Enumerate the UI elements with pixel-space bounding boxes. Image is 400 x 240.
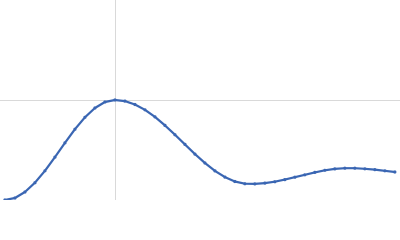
data-point [223, 175, 227, 179]
data-point [143, 108, 147, 112]
data-point [113, 98, 117, 102]
data-point [103, 100, 107, 104]
page: (() => { const data = JSON.parse(documen… [0, 0, 400, 200]
data-point [363, 167, 367, 171]
data-point [23, 190, 27, 194]
data-point [373, 168, 377, 172]
data-point [273, 180, 277, 184]
data-point [333, 167, 337, 171]
data-point [173, 133, 177, 137]
data-point [163, 123, 167, 127]
data-point [293, 175, 297, 179]
data-point [283, 178, 287, 182]
data-point [63, 141, 67, 145]
data-point [323, 168, 327, 172]
data-point [383, 169, 387, 173]
data-point [83, 115, 87, 119]
data-point [193, 152, 197, 156]
data-point [123, 99, 127, 103]
data-point [313, 170, 317, 174]
data-point [93, 106, 97, 110]
data-line [4, 98, 395, 200]
data-point [303, 173, 307, 177]
data-point [393, 170, 397, 174]
data-point [43, 169, 47, 173]
data-point [53, 155, 57, 159]
data-point [133, 102, 137, 107]
data-point [353, 166, 357, 170]
data-point [13, 196, 17, 200]
chart [0, 0, 400, 200]
data-point [183, 142, 187, 146]
data-point [213, 169, 217, 173]
data-point [253, 182, 257, 186]
data-point [3, 198, 7, 200]
data-point [73, 127, 77, 131]
data-point [33, 181, 37, 185]
data-point [243, 182, 247, 186]
data-point [343, 166, 347, 170]
data-point [153, 115, 157, 119]
data-point [233, 179, 237, 184]
data-point [203, 161, 207, 165]
data-point [263, 181, 267, 185]
